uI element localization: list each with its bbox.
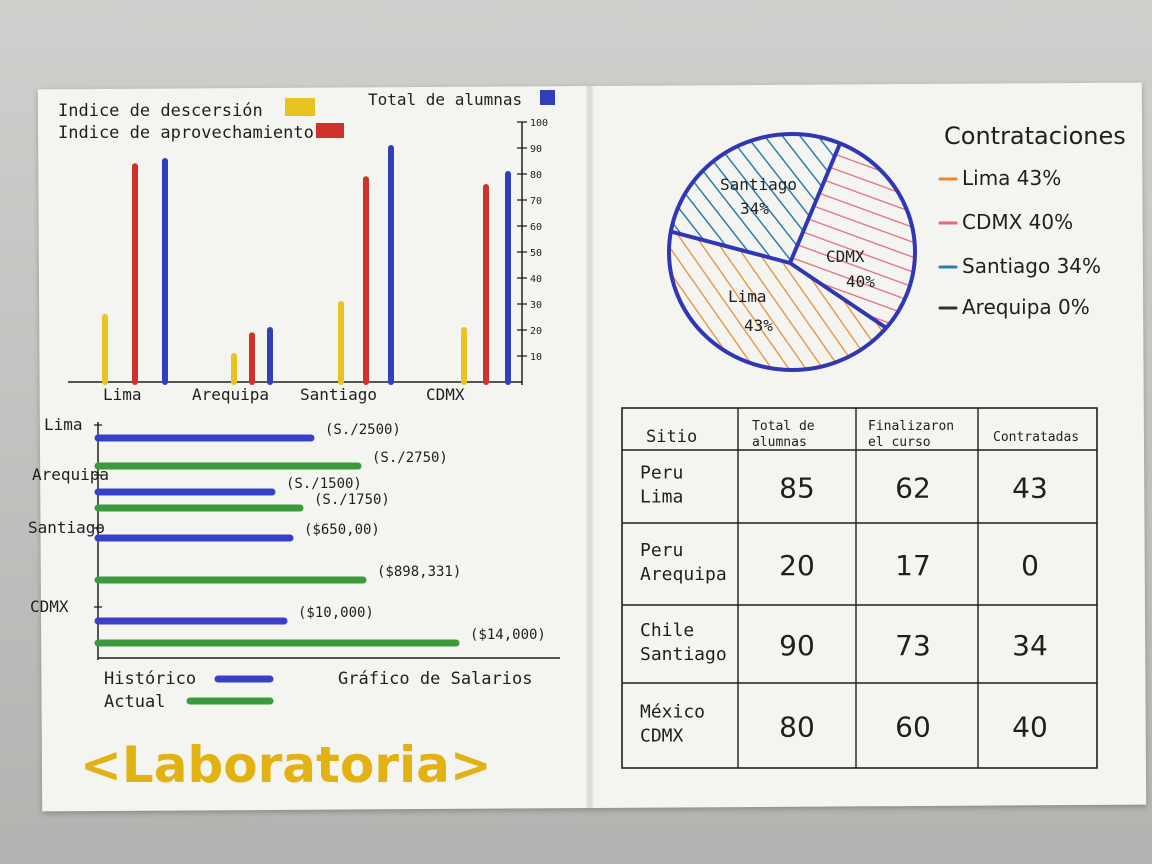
table-header-finished-line2: el curso [868,435,931,450]
table-cell-city: Lima [640,487,683,508]
legend-total-label: Total de alumnas [368,90,522,109]
legend-historico-label: Histórico [104,669,196,689]
pie-divider [788,142,842,264]
table-cell-country: Chile [640,620,694,641]
legend-aprovechamiento-swatch [316,123,344,138]
vbar-y-tick-label: 80 [530,170,542,181]
hbar-category-label: Santiago [28,518,105,537]
vbar-y-tick-label: 100 [530,118,548,129]
pie-slice-lima [669,231,887,370]
pie-slice-pct: 34% [740,199,769,218]
pie-legend-item: Lima 43% [962,166,1061,190]
hbar-value-label: (S./1500) [286,476,362,492]
vbar-y-tick-label: 30 [530,300,542,311]
vbar-y-tick-label: 10 [530,352,542,363]
pie-legend-item: CDMX 40% [962,210,1073,234]
hbar-value-label: ($898,331) [377,564,461,580]
table-cell-finished: 17 [895,549,931,582]
table-cell-city: Santiago [640,644,727,665]
hbar-value-label: ($650,00) [304,522,380,538]
hbar-value-label: ($10,000) [298,605,374,621]
table-header-total-line2: alumnas [752,435,807,450]
table-cell-total: 85 [779,472,815,505]
vbar-category-label: Arequipa [192,385,269,404]
legend-descersion-label: Indice de descersión [58,101,263,121]
hbar-value-label: ($14,000) [470,627,546,643]
table-cell-hired: 0 [1021,549,1039,582]
pie-slice-label: Lima [728,287,767,306]
vbar-y-tick-label: 40 [530,274,542,285]
vbar-y-tick-label: 70 [530,196,542,207]
salary-chart-title: Gráfico de Salarios [338,669,532,689]
table-cell-total: 80 [779,711,815,744]
table-header-total-line1: Total de [752,419,815,434]
table-header-sitio: Sitio [646,427,697,447]
table-cell-finished: 62 [895,472,931,505]
vbar-y-tick-label: 50 [530,248,542,259]
pie-slice-santiago [670,134,841,263]
pie-legend-item: Arequipa 0% [962,295,1090,319]
pie-slice-pct: 43% [744,316,773,335]
legend-aprovechamiento-label: Indice de aprovechamiento [58,123,314,143]
vbar-y-tick-label: 60 [530,222,542,233]
pie-slice-pct: 40% [846,272,875,291]
table-cell-city: Arequipa [640,564,727,585]
pie-divider [788,261,888,330]
pie-slice-label: CDMX [826,247,865,266]
hbar-category-label: CDMX [30,597,69,616]
table-cell-total: 90 [779,629,815,662]
pie-legend-item: Santiago 34% [962,254,1101,278]
vbar-category-label: Lima [103,385,142,404]
vbar-y-tick-label: 20 [530,326,542,337]
table-cell-country: Peru [640,540,683,561]
paper-fold [586,86,594,808]
table-header-hired: Contratadas [993,430,1079,445]
hbar-category-label: Arequipa [32,465,109,484]
table-cell-finished: 60 [895,711,931,744]
hbar-value-label: (S./1750) [314,492,390,508]
pie-divider [670,229,791,265]
legend-total-swatch [540,90,555,105]
legend-descersion-swatch [285,98,315,116]
table-cell-hired: 34 [1012,629,1048,662]
pie-slice-label: Santiago [720,175,797,194]
laboratoria-logo: <Laboratoria> [80,736,492,794]
table-cell-finished: 73 [895,629,931,662]
table-header-finished-line1: Finalizaron [868,419,954,434]
table-cell-hired: 40 [1012,711,1048,744]
vbar-y-tick-label: 90 [530,144,542,155]
pie-outline [667,132,917,372]
vbar-category-label: Santiago [300,385,377,404]
legend-actual-label: Actual [104,692,165,712]
table-cell-country: Peru [640,463,683,484]
table-border [621,407,1098,769]
hbar-value-label: (S./2750) [372,450,448,466]
table-cell-country: México [640,702,705,723]
table-cell-hired: 43 [1012,472,1048,505]
pie-title: Contrataciones [944,122,1126,150]
hbar-value-label: (S./2500) [325,422,401,438]
vbar-category-label: CDMX [426,385,465,404]
hbar-category-label: Lima [44,415,83,434]
table-cell-city: CDMX [640,726,684,747]
table-cell-total: 20 [779,549,815,582]
